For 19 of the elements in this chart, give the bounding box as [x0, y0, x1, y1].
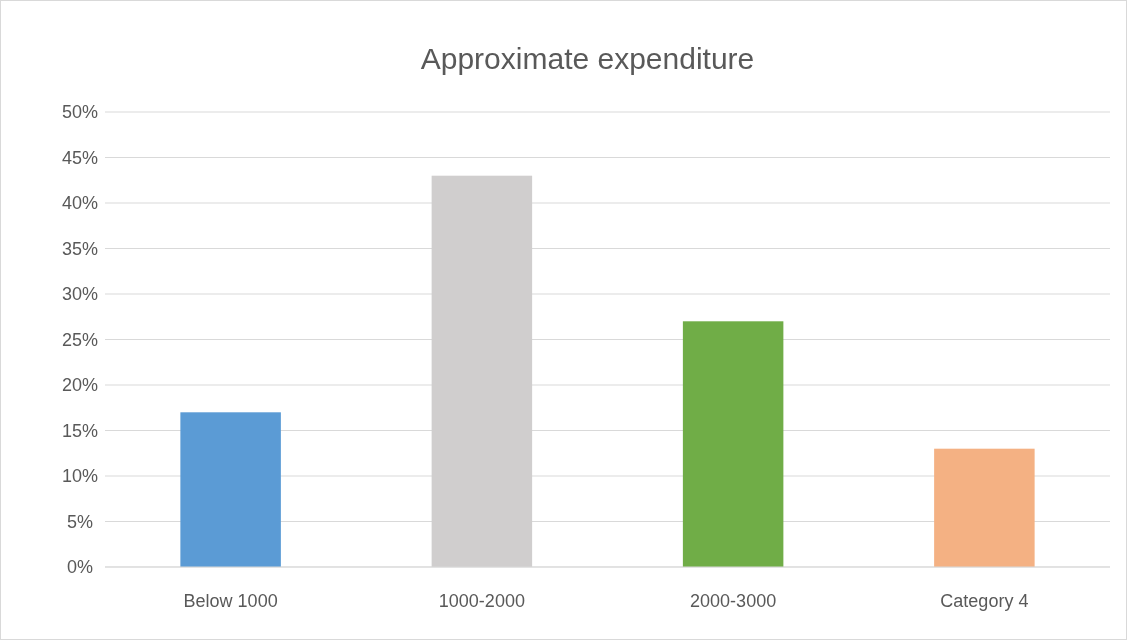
bar — [180, 412, 281, 567]
y-tick-label: 10% — [61, 466, 99, 487]
y-tick-label: 15% — [61, 420, 99, 441]
x-tick-label: 2000-3000 — [690, 591, 777, 611]
y-tick-label: 50% — [61, 102, 99, 123]
y-tick-label: 35% — [61, 238, 99, 259]
y-tick-label: 45% — [61, 147, 99, 168]
y-tick-label: 20% — [61, 375, 99, 396]
y-tick-label: 40% — [61, 193, 99, 214]
x-tick-label: 1000-2000 — [438, 591, 525, 611]
chart-title: Approximate expenditure — [420, 42, 755, 75]
y-tick-label: 30% — [61, 284, 99, 305]
y-tick-label: 0% — [66, 557, 94, 578]
x-tick-label: Below 1000 — [183, 591, 278, 611]
bar — [682, 321, 784, 567]
y-tick-label: 5% — [66, 511, 94, 532]
bar — [934, 448, 1035, 567]
x-tick-label: Category 4 — [940, 591, 1029, 611]
y-tick-label: 25% — [61, 329, 99, 350]
